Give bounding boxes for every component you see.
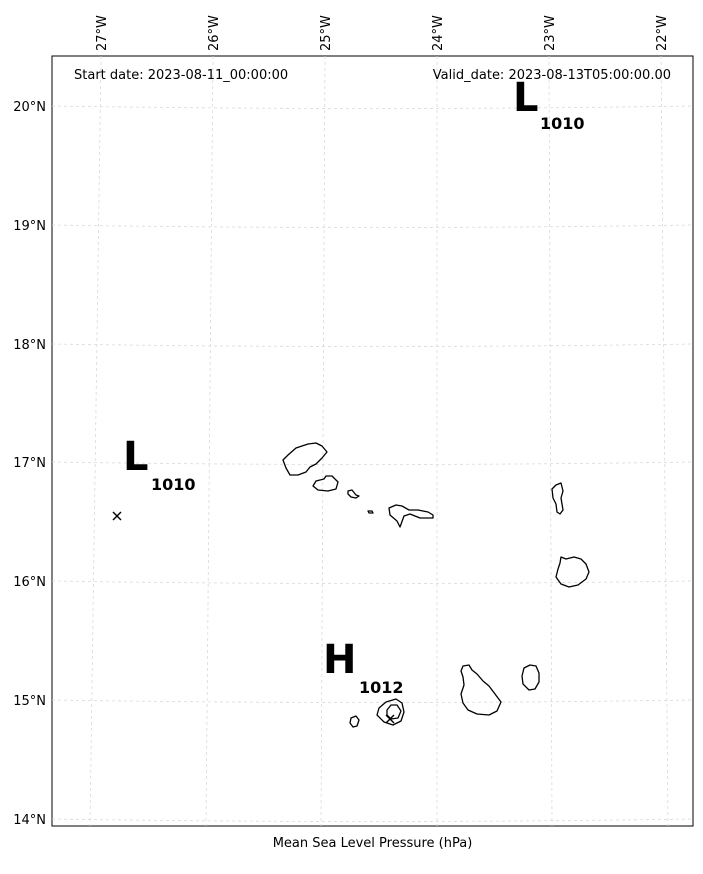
- meridian-26w: [205, 55, 214, 827]
- latitude-labels: 20°N 19°N 18°N 17°N 16°N 15°N 14°N: [13, 100, 46, 828]
- parallel-18n: [51, 343, 694, 347]
- high-center-marker: [385, 714, 395, 724]
- high-pressure-symbol: H: [323, 637, 356, 683]
- parallel-20n: [51, 105, 694, 109]
- parallel-19n: [51, 224, 694, 228]
- valid-date-text: Valid_date: 2023-08-13T05:00:00.00: [433, 68, 671, 83]
- parallel-14n: [51, 818, 694, 822]
- lon-label: 24°W: [431, 15, 446, 51]
- lon-label: 26°W: [207, 15, 222, 51]
- islet-raso: [367, 510, 374, 514]
- lat-label: 19°N: [13, 219, 46, 234]
- island-sal: [551, 482, 564, 515]
- island-boa-vista: [555, 556, 590, 588]
- lon-label: 27°W: [95, 15, 110, 51]
- lon-label: 23°W: [543, 15, 558, 51]
- coastlines: [282, 442, 590, 728]
- low-center-marker: [112, 511, 122, 521]
- lon-label: 22°W: [655, 15, 670, 51]
- parallel-15n: [51, 699, 694, 703]
- island-santo-antao: [282, 442, 328, 476]
- meridian-27w: [89, 55, 102, 827]
- meridian-23w: [548, 55, 553, 827]
- island-sao-nicolau: [388, 504, 434, 528]
- island-maio: [521, 664, 540, 691]
- lon-label: 25°W: [319, 15, 334, 51]
- lat-label: 15°N: [13, 694, 46, 709]
- fogo-crater: [386, 704, 402, 720]
- low-pressure-symbol: L: [123, 434, 149, 480]
- lat-label: 16°N: [13, 575, 46, 590]
- map-caption: Mean Sea Level Pressure (hPa): [272, 836, 473, 851]
- lat-label: 18°N: [13, 338, 46, 353]
- low-pressure-symbol: L: [513, 75, 539, 121]
- longitude-labels: 27°W 26°W 25°W 24°W 23°W 22°W: [95, 15, 670, 51]
- pressure-value: 1010: [540, 114, 585, 133]
- island-sao-vicente: [312, 475, 339, 492]
- island-fogo: [376, 698, 405, 726]
- pressure-value: 1012: [359, 678, 404, 697]
- parallel-17n: [51, 461, 694, 465]
- island-santiago: [460, 664, 502, 716]
- start-date-text: Start date: 2023-08-11_00:00:00: [74, 68, 288, 83]
- island-santa-luzia: [347, 489, 360, 499]
- lat-label: 17°N: [13, 456, 46, 471]
- pressure-centers: L 1010 L 1010 H 1012: [112, 75, 585, 724]
- graticule: [51, 55, 694, 827]
- parallel-16n: [51, 580, 694, 584]
- lat-label: 14°N: [13, 813, 46, 828]
- meridian-25w: [320, 55, 326, 827]
- pressure-value: 1010: [151, 475, 196, 494]
- map-frame: [51, 55, 694, 827]
- lat-label: 20°N: [13, 100, 46, 115]
- meridian-22w: [660, 55, 669, 827]
- island-brava: [349, 715, 360, 728]
